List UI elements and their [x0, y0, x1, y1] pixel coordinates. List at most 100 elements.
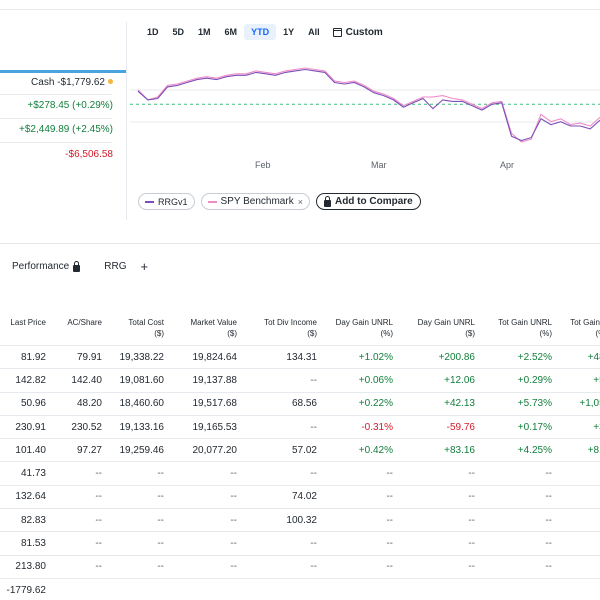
table-cell: -- — [397, 484, 479, 509]
table-row[interactable]: 50.96 48.20 18,460.60 19,517.68 68.56 +0.22% +… — [0, 391, 600, 416]
column-header[interactable]: Day Gain UNRL ($) — [397, 315, 479, 346]
column-header-unit: (%) — [380, 329, 393, 338]
legend-label: RRGv1 — [158, 196, 188, 207]
table-row[interactable]: 82.83------100.32-------- — [0, 508, 600, 532]
table-cell: -- — [241, 461, 321, 486]
table-cell: 19,259.46 — [106, 438, 168, 462]
table-cell — [50, 577, 106, 600]
column-header-label: Last Price — [10, 318, 46, 327]
table-row[interactable]: 41.73---------------- — [0, 461, 600, 486]
table-cell: -- — [106, 484, 168, 509]
table-cell: 57.02 — [241, 438, 321, 462]
add-view-button[interactable]: + — [140, 259, 149, 274]
table-row[interactable]: 81.92 79.91 19,338.22 19,824.64 134.31 +1.02%… — [0, 344, 600, 369]
table-cell: 142.40 — [50, 368, 106, 393]
cash-label: Cash — [31, 77, 55, 88]
table-cell: 134.31 — [241, 344, 321, 369]
column-header[interactable]: Tot Gain UNRL (%) — [479, 315, 556, 346]
table-cell — [556, 577, 600, 600]
table-cell — [321, 577, 397, 600]
column-header[interactable]: Tot Gain U (%) — [556, 315, 600, 346]
table-cell — [168, 577, 241, 600]
range-5d[interactable]: 5D — [172, 27, 185, 37]
table-cell: -- — [168, 484, 241, 509]
table-cell: 97.27 — [50, 438, 106, 462]
column-header-unit: ($) — [227, 329, 237, 338]
add-to-compare-button[interactable]: Add to Compare — [315, 193, 421, 210]
top-divider — [0, 9, 600, 10]
table-cell — [479, 577, 556, 600]
lock-icon — [73, 260, 81, 272]
range-ytd[interactable]: YTD — [244, 24, 277, 40]
column-header-label: Tot Gain U — [570, 318, 600, 327]
table-row[interactable]: 101.40 97.27 19,259.46 20,077.20 57.02 +0.42%… — [0, 438, 600, 462]
column-header[interactable]: Total Cost ($) — [106, 315, 168, 346]
table-cell: +5.73% — [479, 391, 556, 416]
range-1m[interactable]: 1M — [198, 27, 211, 37]
table-cell: 48.20 — [50, 391, 106, 416]
range-6m[interactable]: 6M — [224, 27, 238, 37]
table-row[interactable]: -1779.62 — [0, 577, 600, 600]
legend-chip-rrgv1[interactable]: RRGv1 — [138, 193, 195, 210]
tab-label: RRG — [104, 261, 127, 272]
table-cell: -- — [556, 554, 600, 579]
table-cell: -- — [479, 554, 556, 579]
tab-rrg[interactable]: RRG — [104, 261, 126, 272]
table-row[interactable]: 142.82 142.40 19,081.60 19,137.88 -- +0.06% +1… — [0, 368, 600, 393]
column-header[interactable]: Day Gain UNRL (%) — [321, 315, 397, 346]
table-cell: +42.13 — [397, 391, 479, 416]
table-row[interactable]: 132.64------74.02-------- — [0, 484, 600, 509]
column-header-label: Tot Div Income — [264, 318, 317, 327]
column-header[interactable]: Tot Div Income ($) — [241, 315, 321, 346]
table-cell: 19,081.60 — [106, 368, 168, 393]
table-cell: 19,133.16 — [106, 414, 168, 439]
table-cell: -- — [50, 461, 106, 486]
table-cell: +12.06 — [397, 368, 479, 393]
table-cell: -- — [168, 531, 241, 556]
table-cell: 230.52 — [50, 414, 106, 439]
table-row[interactable]: 230.91 230.52 19,133.16 19,165.53 -- -0.31% -5… — [0, 414, 600, 439]
column-header[interactable]: Last Price — [0, 315, 50, 346]
column-header[interactable]: AC/Share — [50, 315, 106, 346]
table-cell: 50.96 — [0, 391, 50, 416]
column-header-label: Market Value — [190, 318, 237, 327]
table-cell: -- — [479, 461, 556, 486]
section-divider — [0, 243, 600, 244]
table-cell: 81.53 — [0, 531, 50, 556]
table-cell: -- — [106, 461, 168, 486]
range-1y[interactable]: 1Y — [283, 27, 295, 37]
table-cell: 19,165.53 — [168, 414, 241, 439]
performance-chart[interactable] — [130, 60, 600, 175]
table-cell — [397, 577, 479, 600]
range-1d[interactable]: 1D — [147, 27, 159, 37]
summary-divider — [0, 142, 112, 143]
table-cell: 82.83 — [0, 508, 50, 532]
column-header-label: Tot Gain UNRL — [498, 318, 552, 327]
tab-label: Performance — [12, 261, 70, 272]
table-cell: 19,338.22 — [106, 344, 168, 369]
legend-chip-spy[interactable]: SPY Benchmark × — [200, 193, 310, 210]
tab-performance[interactable]: Performance — [12, 260, 81, 272]
table-cell: -- — [397, 554, 479, 579]
remove-series-icon[interactable]: × — [297, 196, 303, 207]
column-header-unit: ($) — [465, 329, 475, 338]
column-header[interactable]: Market Value ($) — [168, 315, 241, 346]
table-row[interactable]: 213.80---------------- — [0, 554, 600, 579]
column-header-label: Day Gain UNRL — [335, 318, 393, 327]
table-cell — [106, 577, 168, 600]
table-cell: +5( — [556, 368, 600, 393]
table-cell: 79.91 — [50, 344, 106, 369]
table-cell: -- — [556, 531, 600, 556]
series-line-spy-benchmark — [137, 67, 600, 143]
range-all[interactable]: All — [308, 27, 320, 37]
table-cell: +83.16 — [397, 438, 479, 462]
table-row[interactable]: 81.53---------------- — [0, 531, 600, 556]
table-cell: +0.17% — [479, 414, 556, 439]
table-cell: -- — [321, 508, 397, 532]
table-cell: +200.86 — [397, 344, 479, 369]
summary-divider — [0, 118, 112, 119]
panel-divider — [126, 22, 127, 220]
table-cell: -- — [397, 461, 479, 486]
table-cell: -- — [168, 461, 241, 486]
custom-range-button[interactable]: Custom — [332, 27, 383, 38]
